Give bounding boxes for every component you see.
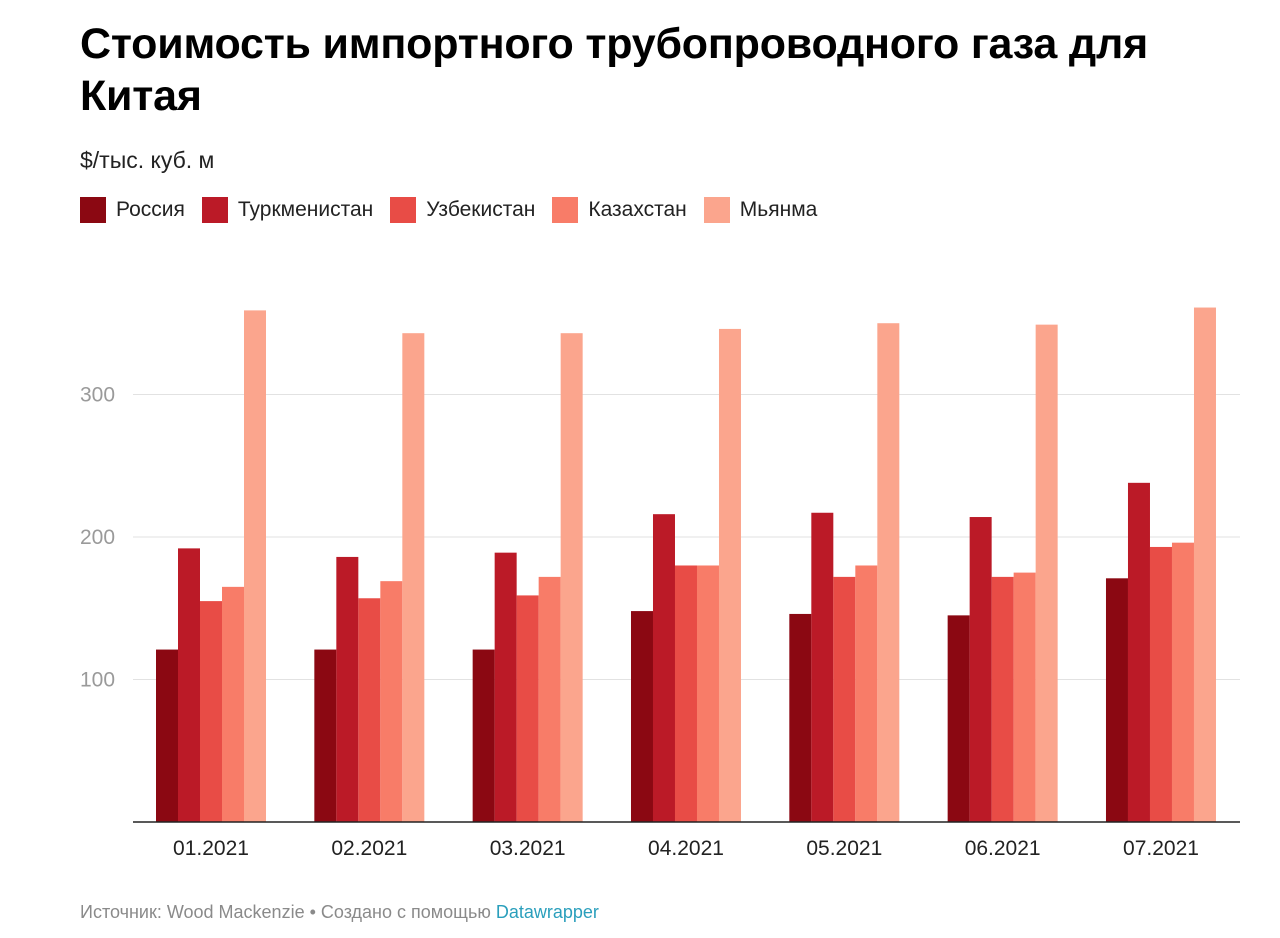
legend-item: Казахстан [552,197,687,223]
x-tick-label: 07.2021 [1123,837,1199,860]
legend-item: Узбекистан [390,197,535,223]
bar [244,310,266,822]
y-tick-label: 300 [80,383,115,406]
legend-label: Россия [116,198,185,221]
footer: Источник: Wood Mackenzie • Создано с пом… [80,902,599,923]
y-tick-label: 100 [80,668,115,691]
bar [494,552,517,822]
legend-swatch [703,197,730,223]
legend-swatch [552,197,579,223]
bar [200,601,222,822]
bar [156,649,178,822]
bar [652,514,675,822]
axes: 100 200 300 01.2021 02.2021 03.2021 04.2021 05.… [80,383,1240,860]
legend-swatch [80,197,106,223]
x-tick-label: 06.2021 [965,837,1041,860]
bar [789,613,812,822]
bar [314,649,337,822]
bar [178,548,200,822]
bar [1035,324,1058,822]
legend-swatch [390,197,417,223]
bar [696,565,719,822]
bar [380,581,403,822]
x-tick-label: 05.2021 [806,837,882,860]
bar [674,565,697,822]
bar [472,649,495,822]
legend: Россия Туркменистан Узбекистан Казахстан Мья… [80,197,834,223]
bar [855,565,878,822]
legend-label: Казахстан [588,198,687,221]
y-tick-label: 200 [80,526,115,549]
bar [833,576,856,822]
bars [156,307,1216,822]
bar [811,512,834,822]
x-tick-label: 04.2021 [648,837,724,860]
legend-label: Мьянма [739,198,818,221]
x-tick-label: 02.2021 [331,837,407,860]
bar [560,333,583,822]
x-tick-label: 01.2021 [173,837,249,860]
bar [991,576,1014,822]
datawrapper-link[interactable]: Datawrapper [495,902,599,922]
bar [630,611,653,822]
bar [877,323,900,822]
chart-subtitle: $/тыс. куб. м [80,147,215,173]
chart-title: Стоимость импортного трубопроводного газ… [80,20,1148,120]
legend-item: Туркменистан [201,197,374,223]
legend-label: Узбекистан [426,198,536,221]
bar [1105,578,1128,822]
bar [538,576,561,822]
source-note: Источник: Wood Mackenzie • Создано с пом… [80,902,496,922]
bar [516,595,539,822]
bar [336,556,359,822]
bar [1171,542,1194,822]
x-tick-label: 03.2021 [490,837,566,860]
bar [718,328,741,822]
legend-label: Туркменистан [237,198,374,221]
legend-item: Россия [80,197,185,223]
bar [969,517,992,822]
bar [1013,572,1036,822]
bar [1193,307,1216,822]
bar [358,598,381,822]
legend-swatch [201,197,228,223]
bar [402,333,425,822]
bar [1127,482,1150,822]
bar [222,586,244,822]
bar [947,615,970,822]
bar [1149,546,1172,822]
legend-item: Мьянма [703,197,818,223]
